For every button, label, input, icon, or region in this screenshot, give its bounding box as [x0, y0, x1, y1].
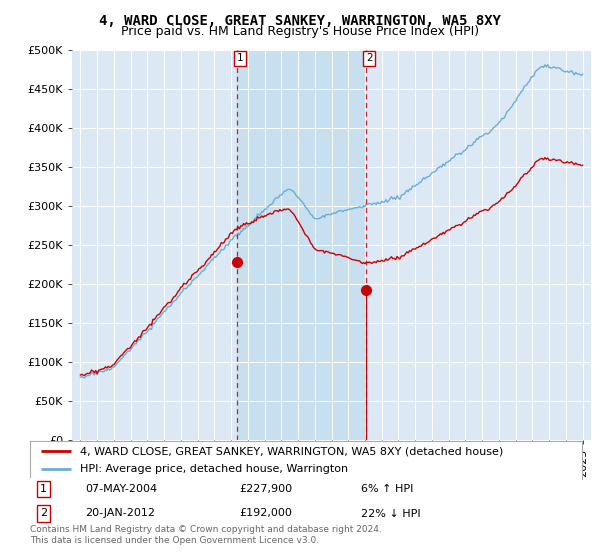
- Text: Price paid vs. HM Land Registry's House Price Index (HPI): Price paid vs. HM Land Registry's House …: [121, 25, 479, 38]
- Text: 07-MAY-2004: 07-MAY-2004: [85, 484, 157, 494]
- Text: 2: 2: [366, 53, 373, 63]
- Text: 20-JAN-2012: 20-JAN-2012: [85, 508, 155, 519]
- Text: 6% ↑ HPI: 6% ↑ HPI: [361, 484, 413, 494]
- Text: 4, WARD CLOSE, GREAT SANKEY, WARRINGTON, WA5 8XY (detached house): 4, WARD CLOSE, GREAT SANKEY, WARRINGTON,…: [80, 446, 503, 456]
- Text: 22% ↓ HPI: 22% ↓ HPI: [361, 508, 421, 519]
- Text: 1: 1: [237, 53, 244, 63]
- Text: 1: 1: [40, 484, 47, 494]
- Bar: [237, 50, 366, 440]
- Text: 4, WARD CLOSE, GREAT SANKEY, WARRINGTON, WA5 8XY: 4, WARD CLOSE, GREAT SANKEY, WARRINGTON,…: [99, 14, 501, 28]
- Text: £192,000: £192,000: [240, 508, 293, 519]
- Text: HPI: Average price, detached house, Warrington: HPI: Average price, detached house, Warr…: [80, 464, 348, 474]
- Text: Contains HM Land Registry data © Crown copyright and database right 2024.
This d: Contains HM Land Registry data © Crown c…: [30, 525, 382, 545]
- Text: £227,900: £227,900: [240, 484, 293, 494]
- Text: 2: 2: [40, 508, 47, 519]
